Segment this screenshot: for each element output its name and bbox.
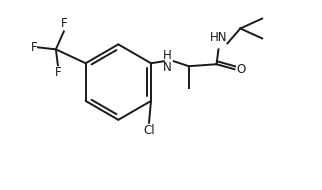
Text: H
N: H N: [163, 49, 171, 74]
Text: F: F: [61, 17, 67, 30]
Text: Cl: Cl: [143, 124, 155, 137]
Text: F: F: [30, 41, 37, 54]
Text: O: O: [236, 63, 246, 76]
Text: HN: HN: [210, 31, 227, 44]
Text: F: F: [54, 66, 61, 79]
